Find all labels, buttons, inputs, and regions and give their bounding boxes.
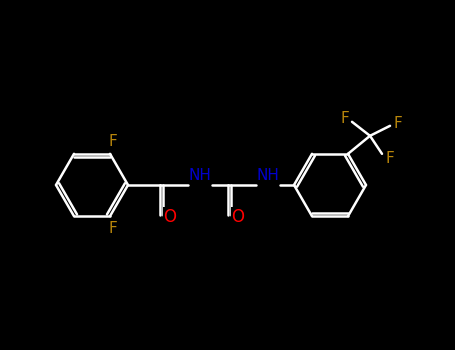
- Text: NH: NH: [257, 168, 279, 182]
- Text: F: F: [109, 134, 117, 149]
- Text: F: F: [394, 116, 402, 131]
- Text: F: F: [109, 221, 117, 236]
- Text: O: O: [232, 208, 244, 226]
- Text: F: F: [341, 111, 349, 126]
- Text: NH: NH: [188, 168, 212, 182]
- Text: F: F: [386, 151, 394, 166]
- Text: O: O: [163, 208, 177, 226]
